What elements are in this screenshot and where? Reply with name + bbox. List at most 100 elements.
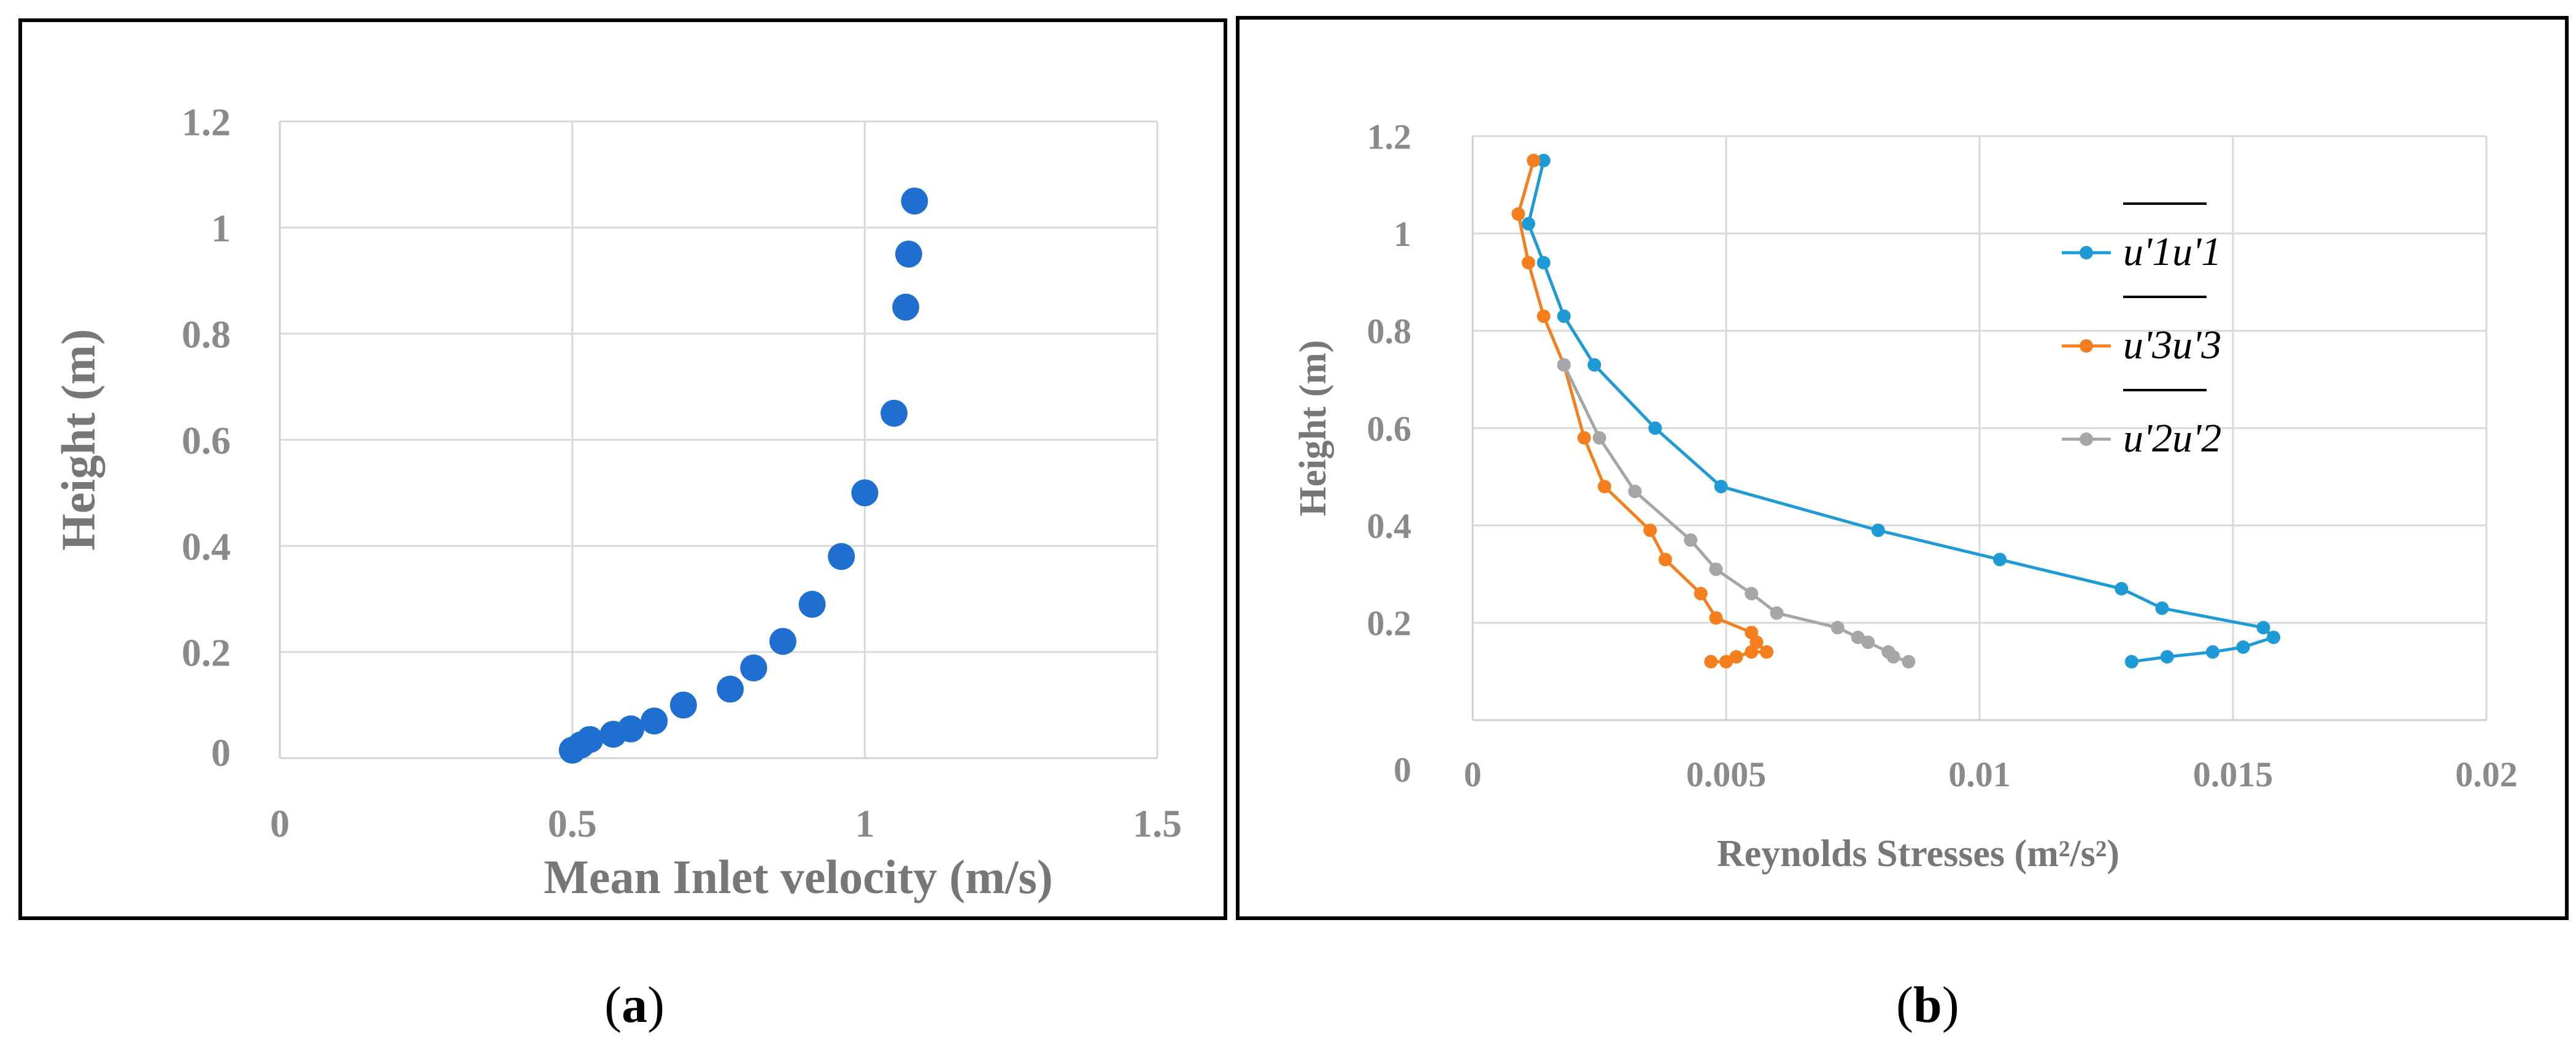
y-axis-title: Height (m)	[52, 329, 105, 551]
data-point	[717, 675, 744, 703]
data-point	[1902, 654, 1916, 669]
chart-a: 0 0.5 1 1.5 0 0.2 0.4 0.6 0.8 1 1.2 Mean Inlet velo…	[52, 100, 1182, 903]
data-point	[881, 399, 908, 427]
data-point	[2115, 581, 2129, 596]
panel-a: 0 0.5 1 1.5 0 0.2 0.4 0.6 0.8 1 1.2 Mean Inlet velo…	[18, 18, 1227, 920]
data-point	[1871, 523, 1885, 537]
data-point	[828, 543, 855, 570]
legend-marker	[2080, 339, 2093, 353]
data-point	[895, 240, 922, 268]
data-point	[2155, 601, 2169, 615]
y-tick-label: 0.8	[1367, 312, 1412, 351]
legend-marker	[2080, 246, 2093, 259]
y-tick-label: 1	[211, 206, 231, 250]
legend-item: u'2u'2	[2062, 389, 2221, 461]
data-point	[2124, 654, 2138, 669]
data-point	[1557, 309, 1571, 323]
data-point	[851, 479, 879, 507]
y-tick-label: 0.2	[182, 631, 231, 674]
data-point	[1770, 606, 1784, 620]
legend-label: u'3u'3	[2123, 323, 2221, 367]
x-tick-label: 0	[1464, 754, 1482, 794]
data-point	[576, 726, 604, 753]
data-point	[1704, 654, 1718, 669]
data-point	[2256, 621, 2270, 635]
data-point	[1597, 480, 1611, 494]
data-point	[1527, 153, 1541, 167]
data-point	[1684, 533, 1698, 547]
data-point	[1537, 153, 1551, 167]
y-tick-label: 0	[211, 731, 231, 774]
data-point	[1745, 586, 1759, 600]
y-tick-label: 0.2	[1367, 604, 1412, 643]
y-tick-label: 1.2	[1367, 117, 1412, 156]
data-point	[1648, 421, 1662, 435]
data-point	[1709, 611, 1723, 625]
x-tick-label: 0.02	[2455, 754, 2518, 794]
series-line	[1516, 159, 1771, 664]
data-point	[669, 691, 697, 719]
data-point	[2236, 640, 2250, 654]
data-point	[2205, 645, 2219, 659]
data-point	[617, 715, 644, 743]
data-point	[1643, 523, 1657, 537]
caption-a: (a)	[604, 976, 665, 1034]
data-point	[1851, 631, 1865, 645]
data-point	[1881, 645, 1895, 659]
x-tick-label: 0	[270, 802, 290, 845]
y-tick-label: 1	[1394, 214, 1411, 254]
data-point	[901, 187, 928, 215]
data-point	[1709, 562, 1723, 577]
data-point	[740, 654, 768, 681]
legend-item: u'3u'3	[2062, 296, 2221, 367]
y-tick-label: 0.6	[1367, 409, 1412, 448]
data-point	[1694, 586, 1708, 600]
series-line	[1562, 364, 1910, 664]
chart-b: 0 0.005 0.01 0.015 0.02 0 0.2 0.4 0.6 0.8 1 1.2 Reyn…	[1292, 117, 2518, 875]
x-tick-label: 0.005	[1686, 754, 1767, 794]
data-point	[1521, 217, 1535, 231]
data-point	[1993, 553, 2007, 567]
y-tick-label: 1.2	[182, 100, 231, 144]
x-tick-label: 0.01	[1948, 754, 2011, 794]
data-point	[2267, 631, 2281, 645]
data-point	[1830, 621, 1845, 635]
data-point	[1557, 358, 1571, 372]
data-point	[1714, 480, 1728, 494]
data-point	[1760, 645, 1774, 659]
caption-b: (b)	[1896, 976, 1959, 1034]
legend-item: u'1u'1	[2062, 202, 2221, 274]
data-point	[769, 627, 796, 655]
y-tick-label: 0.6	[182, 418, 231, 462]
x-axis-title: Mean Inlet velocity (m/s)	[544, 850, 1053, 903]
legend-marker	[2080, 432, 2093, 446]
legend-label: u'1u'1	[2123, 229, 2221, 274]
x-tick-label: 0.5	[548, 802, 597, 845]
data-point	[892, 293, 920, 321]
y-tick-label: 0	[1394, 750, 1411, 789]
y-axis-title: Height (m)	[1292, 340, 1334, 516]
caption-b-label: b	[1913, 976, 1942, 1034]
legend-label: u'2u'2	[2123, 416, 2221, 461]
data-point	[1511, 207, 1525, 221]
data-point	[2160, 650, 2174, 664]
y-tick-label: 0.8	[182, 312, 231, 356]
data-point	[1537, 309, 1551, 323]
data-point	[1628, 485, 1642, 499]
data-point	[1521, 256, 1535, 270]
data-point	[1577, 431, 1591, 445]
data-point	[1729, 650, 1743, 664]
data-point	[1587, 358, 1602, 372]
data-point	[1658, 553, 1672, 567]
y-tick-label: 0.4	[1367, 506, 1412, 546]
data-point	[798, 591, 826, 618]
caption-a-label: a	[621, 976, 647, 1034]
x-axis-title: Reynolds Stresses (m²/s²)	[1717, 833, 2119, 875]
x-tick-label: 1	[855, 802, 874, 845]
y-tick-label: 0.4	[182, 524, 231, 568]
x-tick-label: 0.015	[2193, 754, 2273, 794]
data-point	[641, 707, 668, 735]
data-point	[1719, 654, 1733, 669]
panel-b: 0 0.005 0.01 0.015 0.02 0 0.2 0.4 0.6 0.8 1 1.2 Reyn…	[1236, 16, 2569, 920]
data-point	[1745, 626, 1759, 640]
